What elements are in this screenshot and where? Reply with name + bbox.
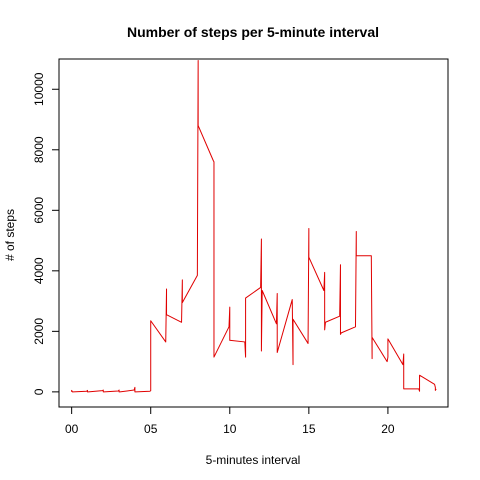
y-tick-label: 6000	[32, 197, 46, 224]
plot-area	[58, 58, 449, 408]
x-tick-label: 00	[65, 422, 79, 436]
chart-title: Number of steps per 5-minute interval	[127, 24, 379, 40]
y-axis: 0 2000 4000 6000 8000 10000	[32, 72, 60, 395]
x-tick-label: 05	[144, 422, 158, 436]
y-tick-label: 10000	[32, 72, 46, 106]
x-axis-label: 5-minutes interval	[206, 453, 301, 467]
y-tick-label: 8000	[32, 136, 46, 163]
y-axis-label: # of steps	[3, 209, 17, 261]
x-tick-label: 10	[223, 422, 237, 436]
x-tick-label: 15	[302, 422, 316, 436]
series-line	[71, 60, 437, 393]
y-tick-label: 4000	[32, 257, 46, 284]
y-tick-label: 2000	[32, 318, 46, 345]
y-tick-label: 0	[32, 388, 46, 395]
x-axis: 00 05 10 15 20	[65, 406, 395, 436]
series-layer	[71, 60, 437, 393]
plot-frame	[58, 58, 449, 408]
x-tick-label: 20	[381, 422, 395, 436]
